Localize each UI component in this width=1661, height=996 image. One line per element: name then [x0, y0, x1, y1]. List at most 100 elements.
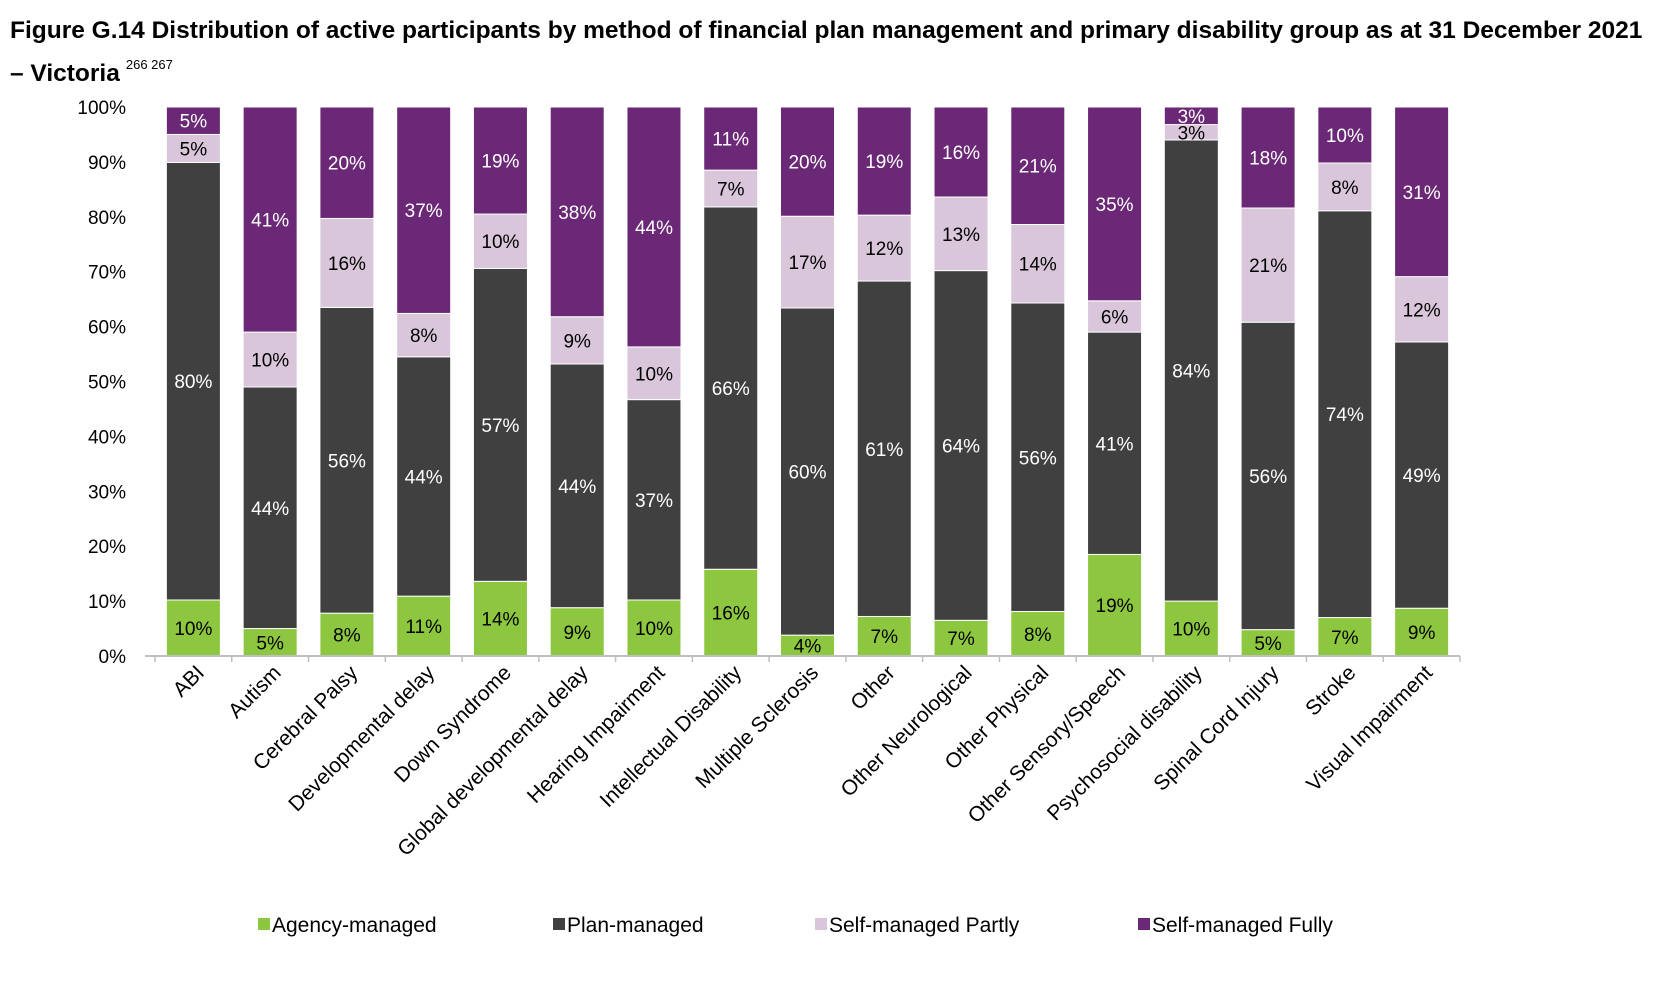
legend-item-self-managed-partly: Self-managed Partly [815, 914, 1020, 937]
x-tick-label: Hearing Impairment [523, 661, 670, 808]
y-tick-label: 20% [88, 537, 126, 558]
data-label: 13% [942, 225, 980, 246]
data-label: 12% [865, 239, 903, 260]
bar-segment-self-managed-partly [856, 214, 912, 282]
data-label: 66% [712, 379, 750, 400]
bar-segment-self-managed-partly [549, 316, 605, 365]
bar-segment-self-managed-partly [396, 312, 452, 358]
data-label: 21% [1019, 157, 1057, 178]
bar-segment-self-managed-fully [242, 106, 298, 333]
data-label: 6% [1101, 307, 1129, 328]
x-tick-label: Psychosocial disability [1043, 661, 1207, 825]
bar-group-spinal-cord-injury: 5% 56% 21% 18% [1240, 106, 1296, 657]
data-label: 16% [328, 254, 366, 275]
bar-segment-plan-managed [242, 386, 298, 630]
data-label: 7% [871, 627, 899, 648]
data-label: 31% [1403, 183, 1441, 204]
data-label: 17% [788, 253, 826, 274]
x-tick-label: Autism [224, 661, 286, 723]
bar-group-down-syndrome: 14% 57% 10% 19% [472, 106, 528, 657]
data-label: 7% [1331, 628, 1359, 649]
bar-segment-self-managed-partly [1010, 223, 1066, 304]
bar-segment-self-managed-fully [1394, 106, 1450, 278]
bar-segment-agency-managed [165, 599, 221, 657]
bar-segment-plan-managed [856, 280, 912, 617]
bar-group-abi: 10% 80% 5% 5% [165, 106, 221, 657]
data-label: 16% [942, 143, 980, 164]
bar-segment-agency-managed [933, 619, 989, 657]
legend-item-self-managed-fully: Self-managed Fully [1138, 914, 1333, 937]
bar-segment-self-managed-fully [1010, 106, 1066, 225]
data-label: 49% [1403, 466, 1441, 487]
data-label: 10% [635, 619, 673, 640]
data-label: 10% [251, 351, 289, 372]
bar-segment-plan-managed [1163, 139, 1219, 602]
bar-group-other: 7% 61% 12% 19% [856, 106, 912, 657]
bar-segment-plan-managed [626, 399, 682, 601]
bars: 10% 80% 5% 5% 5% 44% 10% 41% 8% 56% 16% 20% 11% 44% 8%… [165, 106, 1450, 658]
x-tick-label: Other Sensory/Speech [964, 661, 1130, 827]
bar-segment-plan-managed [1087, 331, 1143, 555]
data-label: 14% [481, 610, 519, 631]
bar-segment-agency-managed [319, 612, 375, 657]
data-label: 7% [717, 180, 745, 201]
legend-label: Plan-managed [567, 914, 704, 937]
chart-title-text: Figure G.14 Distribution of active parti… [10, 17, 1643, 87]
data-label: 21% [1249, 256, 1287, 277]
y-axis: 0% 10% 20% 30% 40% 50% 60% 70% 80% 90% 100% [77, 98, 126, 668]
bar-segment-self-managed-fully [626, 106, 682, 348]
data-label: 19% [1096, 596, 1134, 617]
title-footnotes: 266 267 [125, 57, 173, 72]
data-label: 38% [558, 203, 596, 224]
bar-segment-plan-managed [396, 356, 452, 597]
data-label: 44% [635, 218, 673, 239]
legend-label: Self-managed Partly [829, 914, 1020, 937]
data-label: 64% [942, 436, 980, 457]
bar-segment-plan-managed [165, 161, 221, 601]
bar-segment-plan-managed [703, 206, 759, 570]
bar-segment-agency-managed [1163, 600, 1219, 657]
data-label: 56% [1249, 467, 1287, 488]
data-label: 11% [405, 617, 442, 638]
data-label: 61% [865, 440, 903, 461]
data-label: 10% [481, 232, 519, 253]
data-label: 5% [256, 633, 284, 654]
data-label: 9% [563, 331, 591, 352]
legend-swatch [553, 918, 565, 930]
bar-segment-agency-managed [1394, 607, 1450, 657]
data-label: 60% [788, 463, 826, 484]
bar-segment-self-managed-fully [703, 106, 759, 171]
legend-swatch [1138, 918, 1150, 930]
bar-segment-self-managed-partly [472, 213, 528, 269]
data-label: 8% [410, 326, 438, 347]
bar-segment-self-managed-partly [1240, 207, 1296, 323]
bar-segment-agency-managed [1010, 611, 1066, 657]
bar-segment-self-managed-fully [549, 106, 605, 318]
bar-segment-self-managed-partly [1317, 162, 1373, 212]
data-label: 44% [405, 467, 443, 488]
data-label: 3% [1178, 123, 1206, 144]
bar-group-other-physical: 8% 56% 14% 21% [1010, 106, 1066, 657]
x-tick-label: Other [846, 661, 899, 714]
data-label: 3% [1178, 107, 1206, 128]
data-label: 16% [712, 604, 750, 625]
data-label: 19% [481, 152, 519, 173]
bar-segment-plan-managed [472, 267, 528, 582]
bar-segment-plan-managed [1394, 341, 1450, 609]
bar-segment-self-managed-fully [1317, 106, 1373, 164]
bar-segment-agency-managed [1087, 553, 1143, 657]
legend-label: Agency-managed [272, 914, 437, 937]
legend-label: Self-managed Fully [1152, 914, 1333, 937]
y-tick-label: 10% [88, 592, 126, 613]
data-label: 18% [1249, 149, 1287, 170]
y-tick-label: 90% [88, 153, 126, 174]
bar-segment-plan-managed [933, 270, 989, 621]
data-label: 57% [481, 416, 519, 437]
data-label: 74% [1326, 405, 1364, 426]
bar-segment-self-managed-partly [703, 169, 759, 208]
x-tick-label: ABI [169, 661, 209, 701]
data-label: 10% [1326, 126, 1364, 147]
data-label: 84% [1172, 362, 1210, 383]
